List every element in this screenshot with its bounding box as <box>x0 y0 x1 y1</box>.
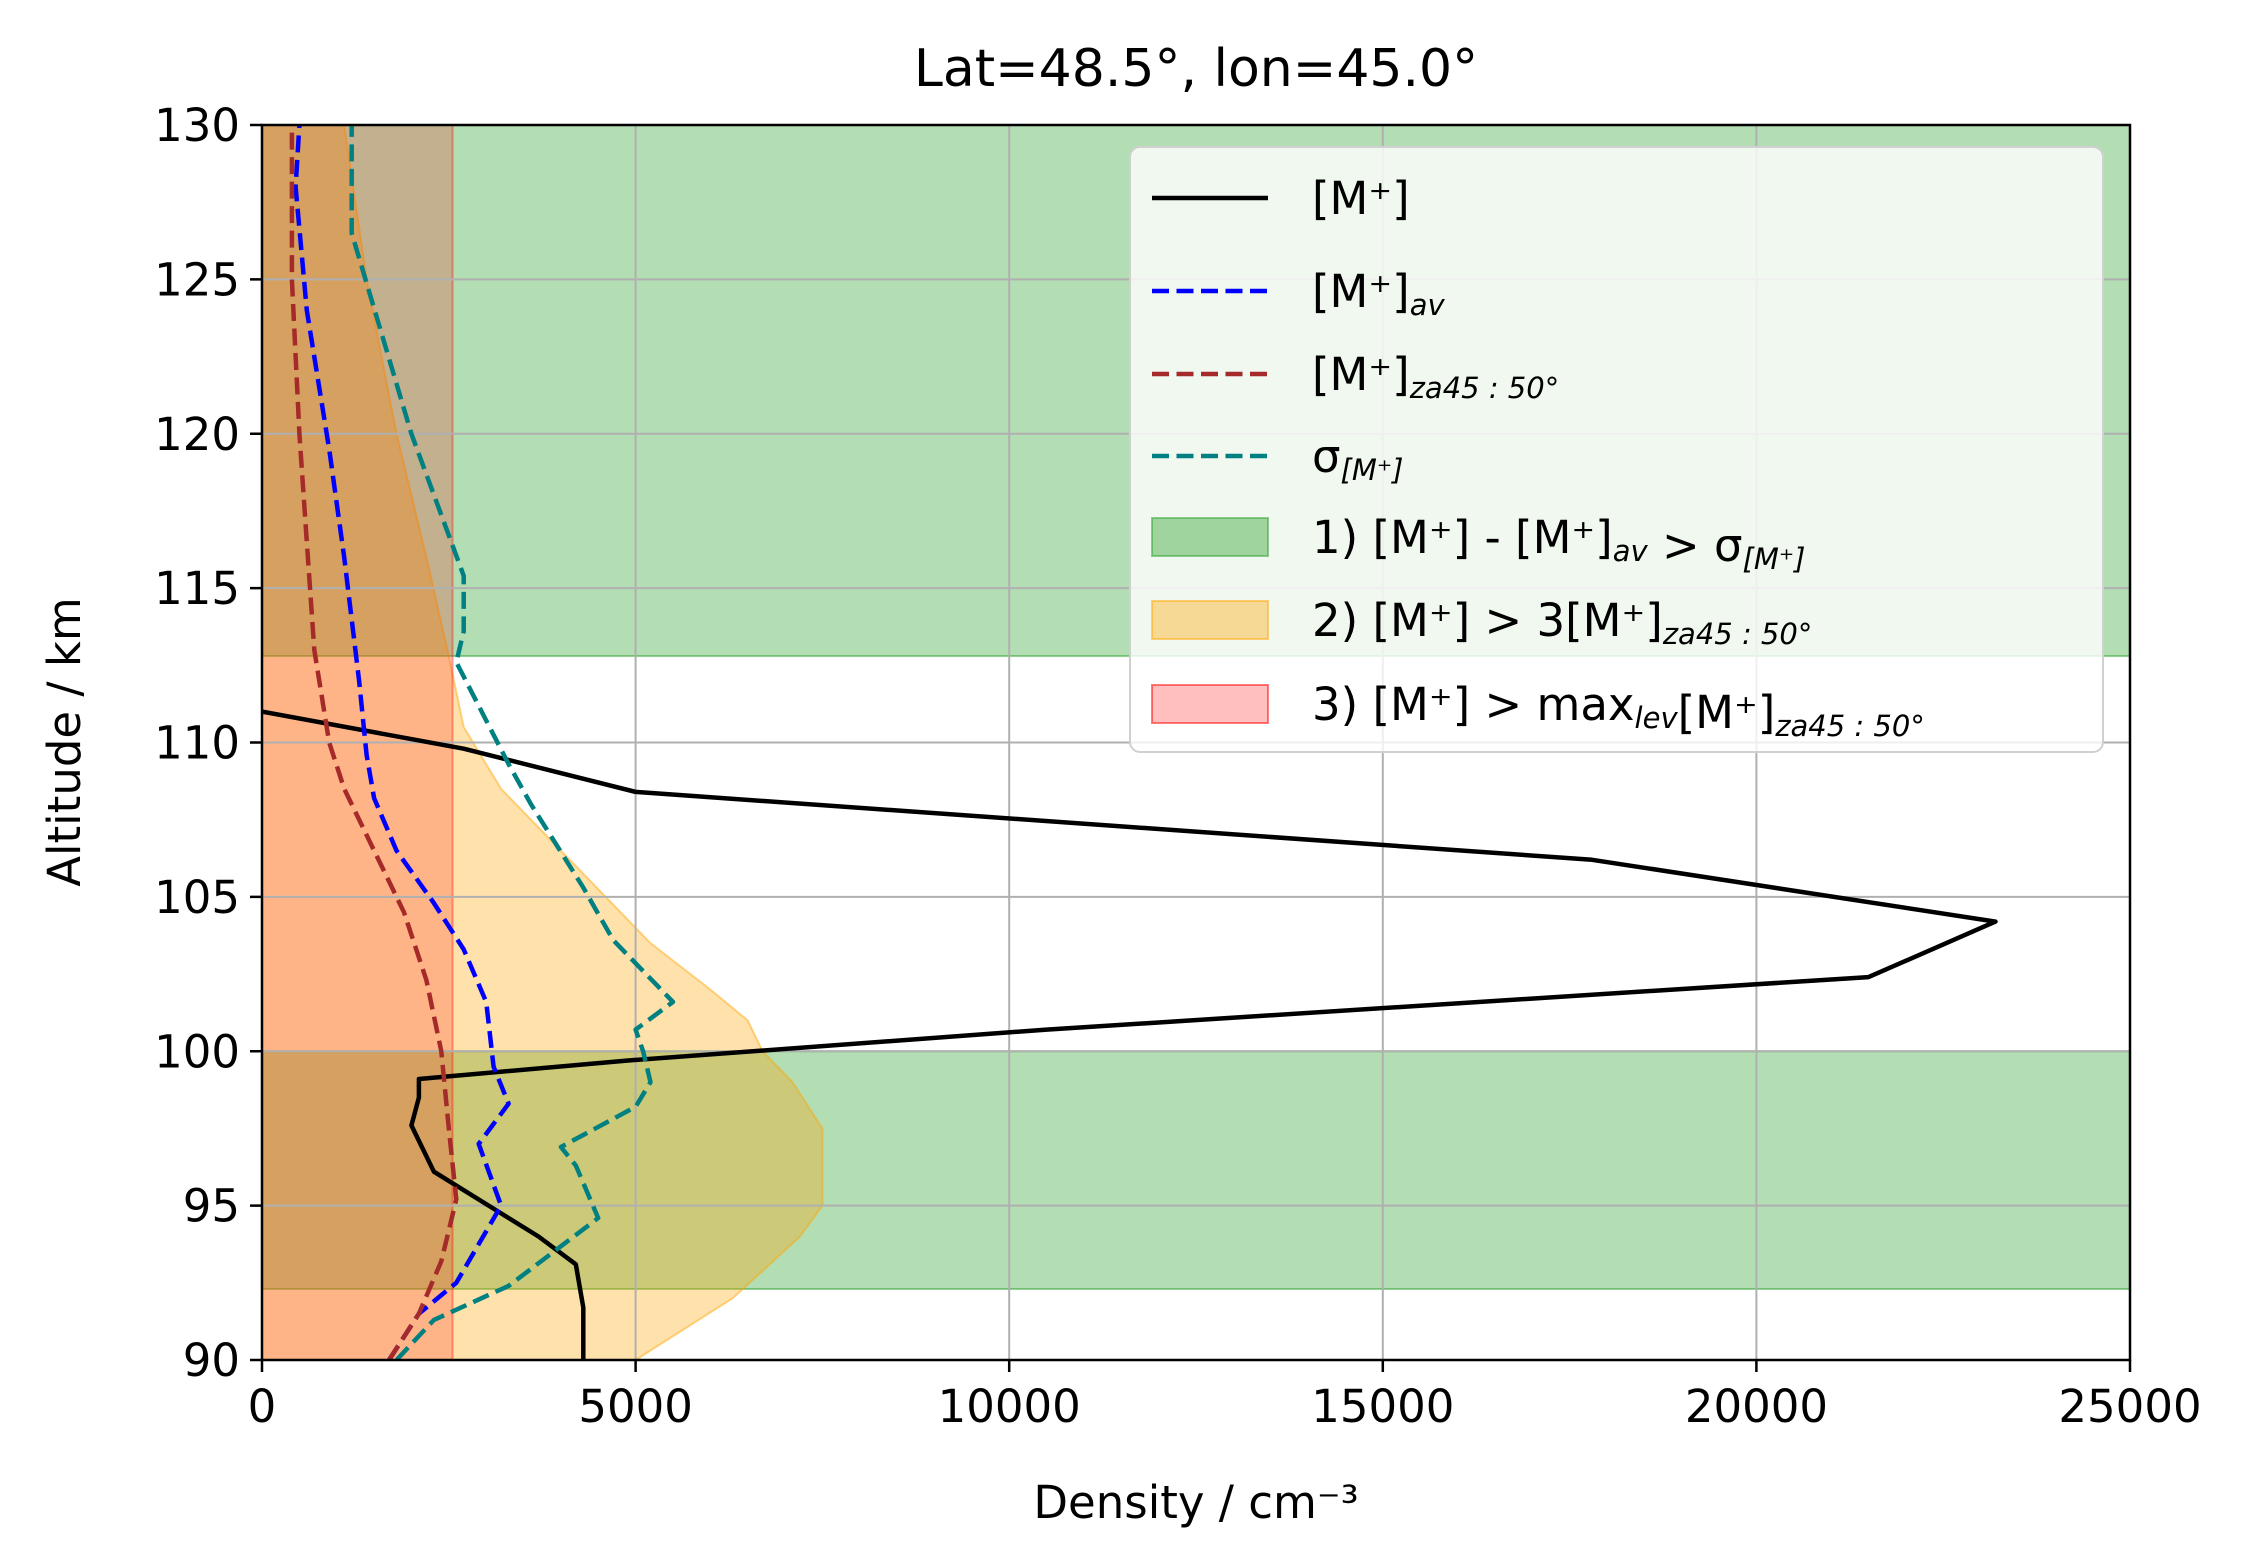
legend-m-plus-za-label: [M⁺]za45 : 50° <box>1312 348 1559 405</box>
ticks-layer: 0 5000 10000 15000 20000 25000 90 95 100 105 110 11… <box>154 99 2201 1433</box>
x-tick-label-5000: 5000 <box>578 1380 693 1433</box>
legend-condition-1-label: 1) [M⁺] - [M⁺]av > σ[M⁺] <box>1312 511 1805 576</box>
y-tick-label-115: 115 <box>154 562 240 615</box>
y-tick-label-90: 90 <box>183 1334 240 1387</box>
x-tick-label-20000: 20000 <box>1685 1380 1828 1433</box>
series-line-sigma <box>349 125 676 1360</box>
legend: [M⁺] [M⁺]av [M⁺]za45 : 50° σ[M⁺] 1) [M⁺] - [… <box>1129 146 2104 753</box>
legend-condition-3-label: 3) [M⁺] > maxlev[M⁺]za45 : 50° <box>1312 678 1925 743</box>
legend-condition-2-label: 2) [M⁺] > 3[M⁺]za45 : 50° <box>1312 594 1812 651</box>
legend-condition-3-swatch <box>1151 684 1269 724</box>
chart-title: Lat=48.5°, lon=45.0° <box>914 39 1478 99</box>
y-tick-label-120: 120 <box>154 408 240 461</box>
legend-sigma-label: σ[M⁺] <box>1312 430 1404 487</box>
legend-m-plus-av-label: [M⁺]av <box>1312 265 1445 322</box>
y-axis-label: Altitude / km <box>38 597 91 887</box>
y-tick-label-130: 130 <box>154 99 240 152</box>
y-tick-label-95: 95 <box>183 1180 240 1233</box>
x-axis-label: Density / cm⁻³ <box>1033 1476 1358 1529</box>
series-line-m-plus-za <box>289 125 459 1360</box>
legend-condition-1-swatch <box>1151 517 1269 557</box>
y-tick-label-105: 105 <box>154 871 240 924</box>
legend-m-plus-label: [M⁺] <box>1312 172 1410 225</box>
x-tick-label-15000: 15000 <box>1311 1380 1454 1433</box>
series-layer <box>262 125 1998 1360</box>
x-tick-label-25000: 25000 <box>2058 1380 2201 1433</box>
legend-box <box>1129 146 2104 753</box>
legend-condition-2-swatch <box>1151 600 1269 640</box>
x-tick-label-0: 0 <box>248 1380 277 1433</box>
y-tick-label-110: 110 <box>154 717 240 770</box>
y-tick-label-100: 100 <box>154 1025 240 1078</box>
band-condition-1-region-2 <box>262 1050 2130 1290</box>
series-line-m-plus-av <box>293 125 511 1360</box>
y-tick-label-125: 125 <box>154 253 240 306</box>
x-tick-label-10000: 10000 <box>938 1380 1081 1433</box>
